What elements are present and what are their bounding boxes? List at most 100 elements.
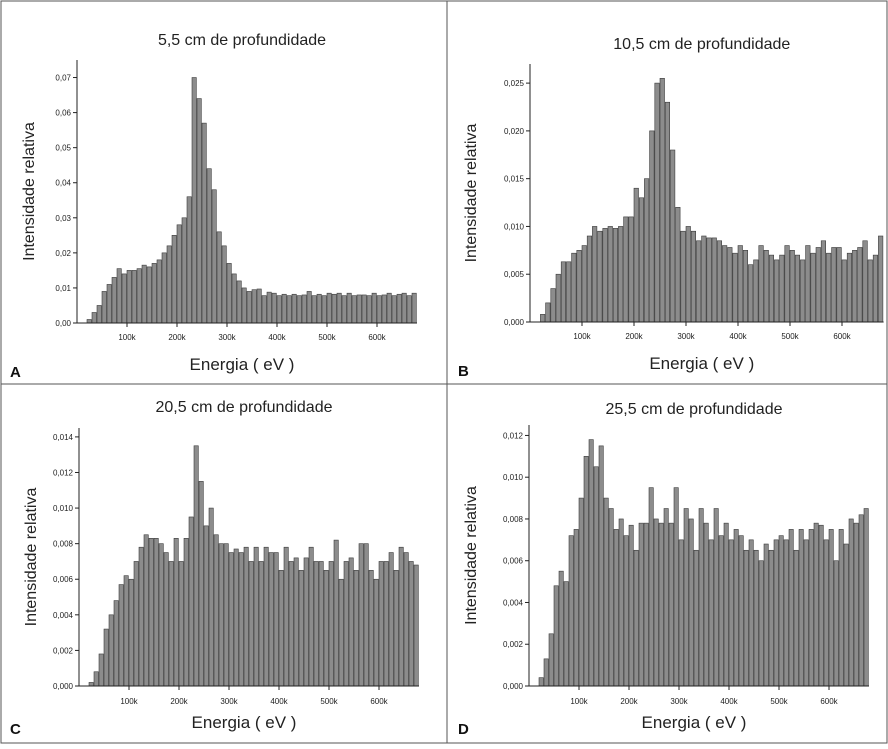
bar [193,445,199,687]
x-tick-label: 200k [620,697,638,706]
x-tick-label: 500k [781,332,799,341]
bar [784,245,790,323]
bar [658,522,664,687]
bar [346,292,352,324]
x-tick-label: 600k [833,332,851,341]
bar [226,263,232,324]
x-tick-label: 200k [168,333,186,342]
bar [178,561,184,687]
bar [592,226,598,323]
bar [711,237,717,323]
bar [789,250,795,323]
bar [743,549,749,687]
bar [328,561,334,687]
bar [271,292,277,324]
bar [831,247,837,323]
bar [148,538,154,687]
bar [276,295,282,324]
x-tick-label: 300k [677,332,695,341]
bar [826,252,832,323]
bar [768,254,775,323]
bar [283,546,289,687]
bar [341,295,347,324]
y-tick-label: 0,07 [55,74,71,83]
chart-title: 20,5 cm de profundidade [155,399,332,416]
bar [654,82,660,323]
bar [598,445,604,687]
y-tick-label: 0,02 [55,249,71,258]
bar [713,508,719,687]
bar [722,245,728,323]
bar [126,270,132,324]
bar [236,280,242,324]
bar [701,235,707,323]
y-tick-label: 0,002 [503,640,524,649]
bar [788,529,794,687]
bar [815,247,821,323]
x-tick-label: 600k [820,697,838,706]
bar [388,552,394,687]
bar [281,293,287,324]
bar [238,552,244,687]
bar [138,546,144,687]
bar [266,291,272,324]
bar [758,560,764,687]
bar [118,584,124,687]
bar [779,254,785,323]
bar [373,578,379,687]
y-tick-label: 0,000 [504,318,525,327]
bar [133,561,139,687]
y-tick-label: 0,03 [55,214,71,223]
bar [211,189,217,324]
bar [753,549,759,687]
bar [540,314,546,323]
bar [693,549,699,687]
x-tick-label: 300k [218,333,236,342]
bar [286,295,292,324]
bar [163,552,169,687]
bar [311,295,317,324]
bar [853,522,859,687]
y-tick-label: 0,008 [503,515,524,524]
bar [568,535,574,687]
panel-label: D [458,721,469,738]
bar [863,508,869,687]
bar [106,284,112,324]
bar [664,101,671,323]
bar [670,149,676,323]
bar [151,263,157,324]
panel-frame [446,383,888,744]
bar [633,549,639,687]
bar [228,552,234,687]
x-tick-label: 300k [670,697,688,706]
bar [318,561,324,687]
bar [213,534,219,687]
bar [698,508,704,687]
x-axis-label: Energia ( eV ) [642,713,747,732]
bar [326,292,332,324]
bar [858,514,864,687]
y-tick-label: 0,014 [53,433,74,442]
bar [803,539,809,687]
bar [688,518,694,687]
bar [798,529,804,687]
bar [258,561,264,687]
bar [111,277,117,324]
bar [690,230,697,323]
bar [356,294,362,324]
bar [203,525,209,687]
y-tick-label: 0,010 [504,222,525,231]
bar [88,682,94,687]
bar [361,294,367,324]
x-tick-label: 100k [120,697,138,706]
bar [823,539,829,687]
y-tick-label: 0,000 [503,682,524,691]
bar [381,294,387,324]
bar [763,250,769,323]
bar [198,481,204,687]
bar [121,273,127,324]
y-tick-label: 0,012 [503,431,524,440]
bar [838,529,844,687]
y-axis-label: Intensidade relativa [463,124,480,263]
